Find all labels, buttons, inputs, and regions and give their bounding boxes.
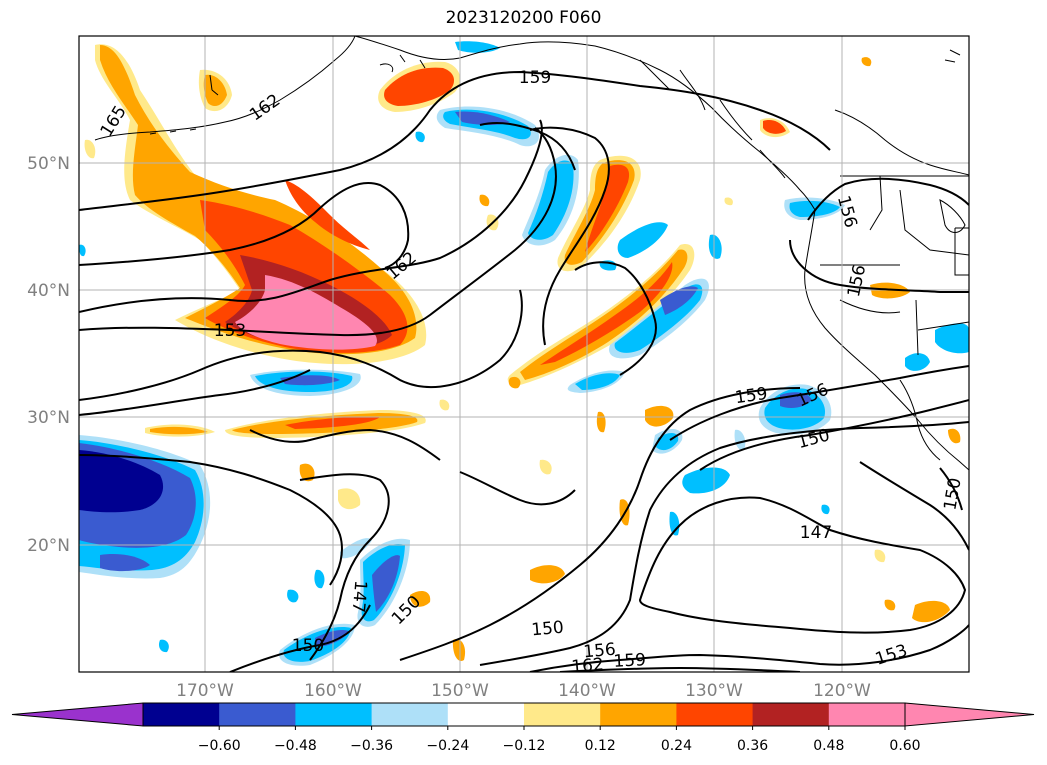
colorbar-tick-label: 0.12 xyxy=(585,738,616,754)
lat-label: 30°N xyxy=(27,408,70,428)
colorbar-segment xyxy=(219,703,296,726)
lat-label: 40°N xyxy=(27,281,70,301)
colorbar-segment xyxy=(828,703,906,726)
colorbar-tick-label: 0.24 xyxy=(661,738,692,754)
contour-label: 147 xyxy=(800,523,832,543)
colorbar-segment xyxy=(524,703,601,726)
contour-label: 150 xyxy=(292,636,324,656)
colorbar-tick-label: 0.48 xyxy=(813,738,844,754)
lon-label: 150°W xyxy=(431,681,489,701)
contour-label: 159 xyxy=(734,384,769,408)
colorbar-segment xyxy=(752,703,830,726)
shaded-bands-blue xyxy=(567,222,722,393)
contour-label: 153 xyxy=(214,321,246,341)
colorbar-tick-label: 0.60 xyxy=(889,738,920,754)
contour-label: 156 xyxy=(583,640,617,663)
map-border xyxy=(78,35,970,673)
colorbar-tick-label: −0.24 xyxy=(426,738,469,754)
lat-label: 20°N xyxy=(27,536,70,556)
colorbar-segment xyxy=(371,703,449,726)
colorbar-extend-low xyxy=(11,702,144,727)
shaded-coast-blue xyxy=(652,197,969,494)
colorbar-tick-label: 0.36 xyxy=(737,738,768,754)
colorbar-extend-high xyxy=(904,702,1035,727)
colorbar-segment xyxy=(295,703,373,726)
colorbar: −0.60 −0.48 −0.36 −0.24 −0.12 0.12 0.24 0.36 0.4… xyxy=(11,702,1035,754)
colorbar-segment xyxy=(676,703,754,726)
lon-label: 130°W xyxy=(685,681,743,701)
colorbar-tick-label: −0.12 xyxy=(503,738,546,754)
height-contours xyxy=(79,70,969,672)
colorbar-segment xyxy=(600,703,677,726)
colorbar-tick-label: −0.36 xyxy=(350,738,393,754)
contour-label: 150 xyxy=(531,618,565,641)
lat-label: 50°N xyxy=(27,154,70,174)
colorbar-segment xyxy=(447,703,525,726)
contour-label: 162 xyxy=(571,655,605,678)
lon-label: 140°W xyxy=(558,681,616,701)
map-title: 2023120200 F060 xyxy=(445,8,602,28)
lon-label: 170°W xyxy=(176,681,234,701)
contour-label: 147 xyxy=(348,579,371,613)
colorbar-segment xyxy=(143,703,220,726)
shaded-system-northwest xyxy=(95,44,427,365)
lon-label: 160°W xyxy=(304,681,362,701)
shaded-trough-southwest xyxy=(79,435,211,579)
longitude-labels: 170°W 160°W 150°W 140°W 130°W 120°W xyxy=(176,681,871,701)
lon-label: 120°W xyxy=(813,681,871,701)
colorbar-tick-label: −0.48 xyxy=(274,738,317,754)
latitude-labels: 50°N 40°N 30°N 20°N xyxy=(27,154,70,556)
colorbar-tick-label: −0.60 xyxy=(198,738,241,754)
contour-label: 159 xyxy=(613,650,646,672)
contour-label: 159 xyxy=(519,68,551,88)
